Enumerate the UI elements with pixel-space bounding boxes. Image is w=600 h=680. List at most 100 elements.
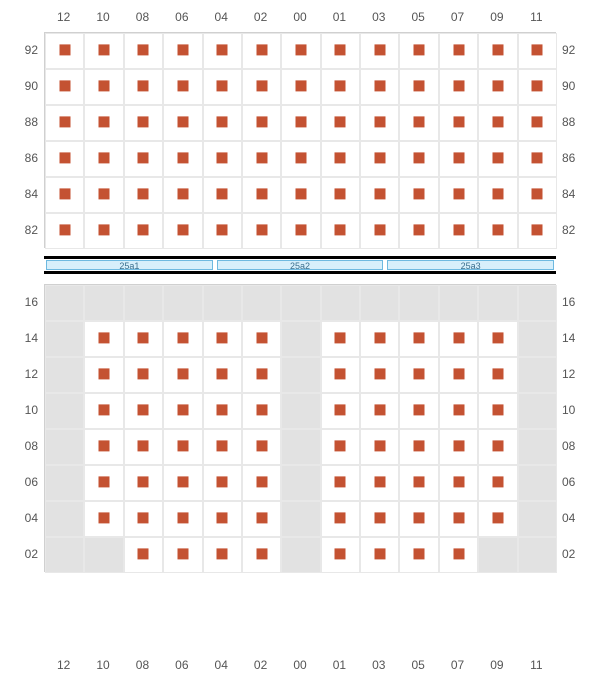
seat-cell[interactable] xyxy=(84,177,123,213)
seat-cell[interactable] xyxy=(84,321,123,357)
seat-cell[interactable] xyxy=(163,357,202,393)
seat-cell[interactable] xyxy=(242,465,281,501)
seat-cell[interactable] xyxy=(281,141,320,177)
seat-cell[interactable] xyxy=(478,105,517,141)
seat-cell[interactable] xyxy=(321,321,360,357)
seat-cell[interactable] xyxy=(439,393,478,429)
seat-cell[interactable] xyxy=(45,141,84,177)
seat-cell[interactable] xyxy=(84,69,123,105)
seat-cell[interactable] xyxy=(518,177,557,213)
seat-cell[interactable] xyxy=(242,537,281,573)
seat-cell[interactable] xyxy=(399,501,438,537)
seat-cell[interactable] xyxy=(360,69,399,105)
seat-cell[interactable] xyxy=(203,33,242,69)
seat-cell[interactable] xyxy=(518,33,557,69)
seat-cell[interactable] xyxy=(439,33,478,69)
seat-cell[interactable] xyxy=(203,213,242,249)
seat-cell[interactable] xyxy=(242,177,281,213)
seat-cell[interactable] xyxy=(360,465,399,501)
seat-cell[interactable] xyxy=(321,537,360,573)
seat-cell[interactable] xyxy=(360,141,399,177)
seat-cell[interactable] xyxy=(399,321,438,357)
seat-cell[interactable] xyxy=(360,537,399,573)
seat-cell[interactable] xyxy=(163,537,202,573)
seat-cell[interactable] xyxy=(399,213,438,249)
seat-cell[interactable] xyxy=(478,321,517,357)
seat-cell[interactable] xyxy=(439,105,478,141)
seat-cell[interactable] xyxy=(242,393,281,429)
seat-cell[interactable] xyxy=(518,141,557,177)
seat-cell[interactable] xyxy=(321,429,360,465)
seat-cell[interactable] xyxy=(399,393,438,429)
seat-cell[interactable] xyxy=(518,69,557,105)
seat-cell[interactable] xyxy=(124,393,163,429)
seat-cell[interactable] xyxy=(439,465,478,501)
seat-cell[interactable] xyxy=(321,69,360,105)
seat-cell[interactable] xyxy=(281,33,320,69)
seat-cell[interactable] xyxy=(242,69,281,105)
seat-cell[interactable] xyxy=(84,501,123,537)
seat-cell[interactable] xyxy=(439,357,478,393)
seat-cell[interactable] xyxy=(124,357,163,393)
seat-cell[interactable] xyxy=(242,33,281,69)
seat-cell[interactable] xyxy=(163,321,202,357)
seat-cell[interactable] xyxy=(478,33,517,69)
seat-cell[interactable] xyxy=(163,177,202,213)
seat-cell[interactable] xyxy=(242,213,281,249)
seat-cell[interactable] xyxy=(360,321,399,357)
seat-cell[interactable] xyxy=(124,177,163,213)
seat-cell[interactable] xyxy=(399,177,438,213)
seat-cell[interactable] xyxy=(84,465,123,501)
seat-cell[interactable] xyxy=(321,393,360,429)
seat-cell[interactable] xyxy=(321,357,360,393)
seat-cell[interactable] xyxy=(518,105,557,141)
seat-cell[interactable] xyxy=(84,141,123,177)
seat-cell[interactable] xyxy=(439,429,478,465)
seat-cell[interactable] xyxy=(360,501,399,537)
seat-cell[interactable] xyxy=(45,177,84,213)
seat-cell[interactable] xyxy=(321,501,360,537)
seat-cell[interactable] xyxy=(45,213,84,249)
seat-cell[interactable] xyxy=(399,141,438,177)
seat-cell[interactable] xyxy=(360,393,399,429)
seat-cell[interactable] xyxy=(242,429,281,465)
seat-cell[interactable] xyxy=(281,213,320,249)
seat-cell[interactable] xyxy=(478,393,517,429)
seat-cell[interactable] xyxy=(439,537,478,573)
seat-cell[interactable] xyxy=(84,393,123,429)
seat-cell[interactable] xyxy=(45,33,84,69)
seat-cell[interactable] xyxy=(84,429,123,465)
seat-cell[interactable] xyxy=(242,501,281,537)
seat-cell[interactable] xyxy=(281,105,320,141)
seat-cell[interactable] xyxy=(84,213,123,249)
seat-cell[interactable] xyxy=(281,177,320,213)
seat-cell[interactable] xyxy=(321,105,360,141)
seat-cell[interactable] xyxy=(321,213,360,249)
seat-cell[interactable] xyxy=(163,33,202,69)
seat-cell[interactable] xyxy=(203,357,242,393)
seat-cell[interactable] xyxy=(399,357,438,393)
seat-cell[interactable] xyxy=(124,33,163,69)
seat-cell[interactable] xyxy=(203,69,242,105)
seat-cell[interactable] xyxy=(321,177,360,213)
seat-cell[interactable] xyxy=(360,33,399,69)
seat-cell[interactable] xyxy=(399,429,438,465)
seat-cell[interactable] xyxy=(478,429,517,465)
seat-cell[interactable] xyxy=(478,465,517,501)
seat-cell[interactable] xyxy=(360,357,399,393)
seat-cell[interactable] xyxy=(203,105,242,141)
seat-cell[interactable] xyxy=(203,177,242,213)
seat-cell[interactable] xyxy=(163,393,202,429)
seat-cell[interactable] xyxy=(203,321,242,357)
seat-cell[interactable] xyxy=(163,69,202,105)
seat-cell[interactable] xyxy=(439,321,478,357)
seat-cell[interactable] xyxy=(360,177,399,213)
seat-cell[interactable] xyxy=(478,141,517,177)
seat-cell[interactable] xyxy=(399,69,438,105)
seat-cell[interactable] xyxy=(518,213,557,249)
seat-cell[interactable] xyxy=(360,429,399,465)
seat-cell[interactable] xyxy=(242,357,281,393)
seat-cell[interactable] xyxy=(478,213,517,249)
seat-cell[interactable] xyxy=(203,537,242,573)
seat-cell[interactable] xyxy=(163,465,202,501)
